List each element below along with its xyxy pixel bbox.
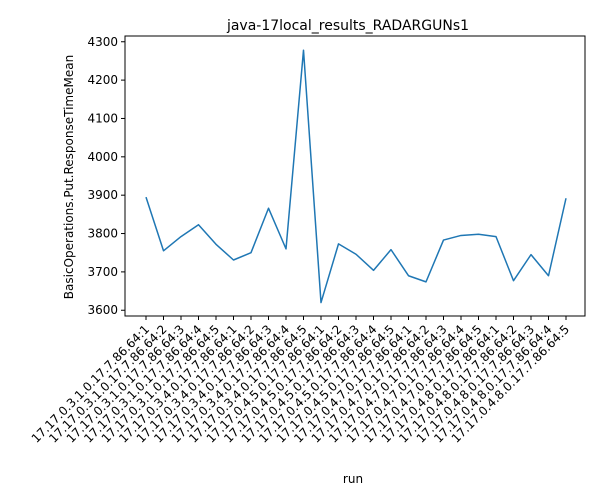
y-tick-label: 4000 — [87, 150, 118, 164]
plot-area: 3600370038003900400041004200430017.17.0.… — [29, 35, 586, 446]
y-tick-label: 3600 — [87, 303, 118, 317]
plot-frame — [124, 35, 586, 317]
y-tick-label: 3900 — [87, 188, 118, 202]
y-tick-label: 3700 — [87, 265, 118, 279]
y-axis-label: BasicOperations.Put.ResponseTimeMean — [62, 55, 76, 299]
x-axis-label: run — [343, 472, 363, 486]
y-tick-label: 4100 — [87, 111, 118, 125]
y-tick-label: 3800 — [87, 227, 118, 241]
y-tick-label: 4300 — [87, 35, 118, 49]
chart-title: java-17local_results_RADARGUNs1 — [226, 18, 469, 34]
y-tick-label: 4200 — [87, 73, 118, 87]
series-line-0 — [145, 49, 567, 304]
